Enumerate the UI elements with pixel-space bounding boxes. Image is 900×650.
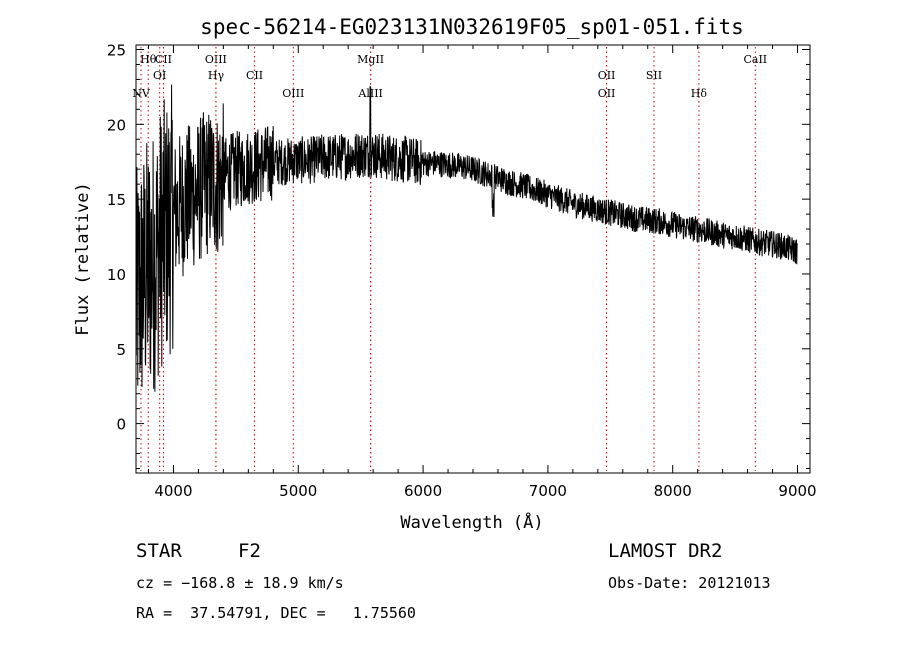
spectral-line-label: Hγ xyxy=(208,69,225,82)
spectrum-line xyxy=(135,84,798,392)
x-axis-label: Wavelength (Å) xyxy=(400,511,543,533)
spectral-line-label: CaII xyxy=(743,53,767,66)
spectral-line-label: Hθ xyxy=(140,53,157,66)
spectral-line-label: SII xyxy=(646,69,662,82)
x-tick-label: 9000 xyxy=(778,482,816,500)
y-tick-label: 15 xyxy=(107,191,126,209)
object-subclass: F2 xyxy=(238,540,261,562)
x-tick-label: 8000 xyxy=(654,482,692,500)
coordinates: RA = 37.54791, DEC = 1.75560 xyxy=(136,604,416,622)
object-type: STAR xyxy=(136,540,182,562)
x-tick-label: 7000 xyxy=(529,482,567,500)
spectral-line-label: OIII xyxy=(282,87,304,100)
redshift-text: cz = −168.8 ± 18.9 km/s xyxy=(136,574,344,592)
spectral-line-label: CII xyxy=(155,53,172,66)
spectral-line-label: MgII xyxy=(357,53,384,66)
y-axis: 0 5 10 15 20 25 xyxy=(107,41,810,470)
y-tick-label: 0 xyxy=(116,416,126,434)
spectral-line-label: CII xyxy=(246,69,263,82)
spectral-line-label: NV xyxy=(132,87,151,100)
y-tick-label: 25 xyxy=(107,41,126,59)
spectral-line-label: Hδ xyxy=(691,87,708,100)
spectral-line-label: OIII xyxy=(205,53,227,66)
x-tick-label: 5000 xyxy=(279,482,317,500)
chart-title: spec-56214-EG023131N032619F05_sp01-051.f… xyxy=(200,15,744,39)
x-tick-label: 4000 xyxy=(154,482,192,500)
x-tick-label: 6000 xyxy=(404,482,442,500)
y-tick-label: 10 xyxy=(107,266,126,284)
obs-date: Obs-Date: 20121013 xyxy=(608,574,771,592)
y-tick-label: 20 xyxy=(107,116,126,134)
plot-frame xyxy=(135,44,811,474)
y-axis-label: Flux (relative) xyxy=(73,182,93,336)
spectral-line-label: OII xyxy=(598,87,616,100)
y-tick-label: 5 xyxy=(116,341,126,359)
x-axis: 4000 5000 6000 7000 8000 9000 xyxy=(147,45,817,500)
spectral-line-label: OI xyxy=(153,69,166,82)
survey-name: LAMOST DR2 xyxy=(608,540,723,562)
